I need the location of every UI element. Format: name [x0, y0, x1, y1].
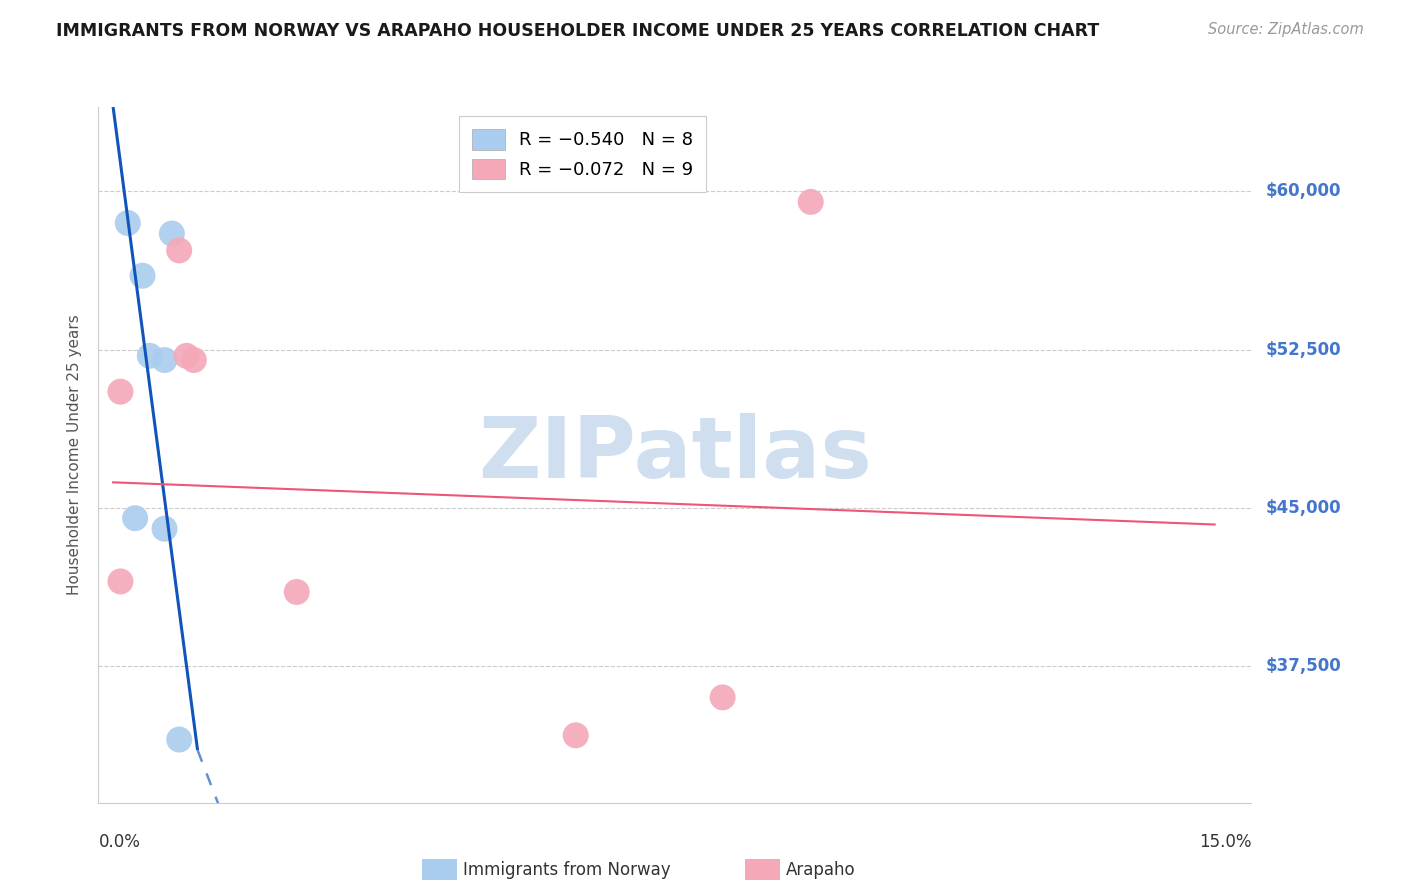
Point [176, 349, 198, 363]
Y-axis label: Householder Income Under 25 years: Householder Income Under 25 years [67, 315, 83, 595]
Text: Arapaho: Arapaho [786, 861, 856, 879]
Point [110, 574, 132, 589]
Point [139, 349, 162, 363]
Text: 0.0%: 0.0% [98, 833, 141, 851]
Text: $52,500: $52,500 [1265, 341, 1341, 359]
Point [153, 353, 176, 368]
Text: $45,000: $45,000 [1265, 499, 1341, 516]
Point [564, 728, 586, 742]
Point [711, 690, 734, 705]
Point [160, 227, 183, 241]
Text: ZIPatlas: ZIPatlas [478, 413, 872, 497]
Text: 15.0%: 15.0% [1199, 833, 1251, 851]
Point [124, 511, 146, 525]
Point [110, 384, 132, 399]
Point [183, 353, 205, 368]
Text: Immigrants from Norway: Immigrants from Norway [463, 861, 671, 879]
Point [117, 216, 139, 230]
Point [167, 244, 190, 258]
Point [167, 732, 190, 747]
Text: $37,500: $37,500 [1265, 657, 1341, 674]
Point [153, 522, 176, 536]
Legend: R = −0.540   N = 8, R = −0.072   N = 9: R = −0.540 N = 8, R = −0.072 N = 9 [460, 116, 706, 192]
Text: Source: ZipAtlas.com: Source: ZipAtlas.com [1208, 22, 1364, 37]
Point [800, 194, 823, 209]
Text: IMMIGRANTS FROM NORWAY VS ARAPAHO HOUSEHOLDER INCOME UNDER 25 YEARS CORRELATION : IMMIGRANTS FROM NORWAY VS ARAPAHO HOUSEH… [56, 22, 1099, 40]
Point [131, 268, 153, 283]
Point [285, 585, 308, 599]
Text: $60,000: $60,000 [1265, 182, 1341, 201]
